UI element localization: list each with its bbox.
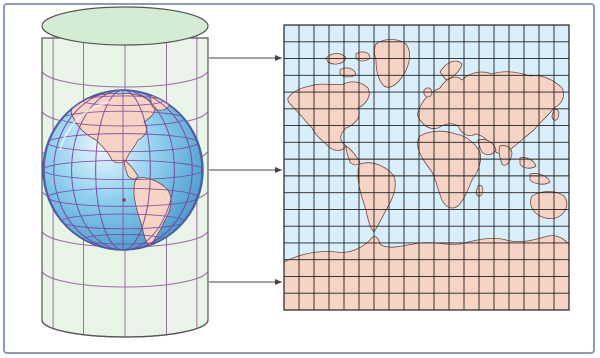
globe-grid-meridian: [53, 90, 193, 250]
globe: [42, 89, 204, 251]
globe-grid-meridian: [71, 90, 175, 250]
cylinder-grid-parallel: [41, 269, 209, 288]
cylinder-grid-parallel: [41, 69, 209, 88]
projection-arrows: [209, 55, 282, 285]
flat-map: [283, 24, 570, 311]
globe-grid-meridian: [43, 90, 203, 250]
map-land-antarctica: [284, 235, 569, 310]
map-land-north-america: [287, 81, 370, 151]
globe-grid-meridian: [95, 90, 151, 250]
cylinder-top: [41, 6, 209, 46]
